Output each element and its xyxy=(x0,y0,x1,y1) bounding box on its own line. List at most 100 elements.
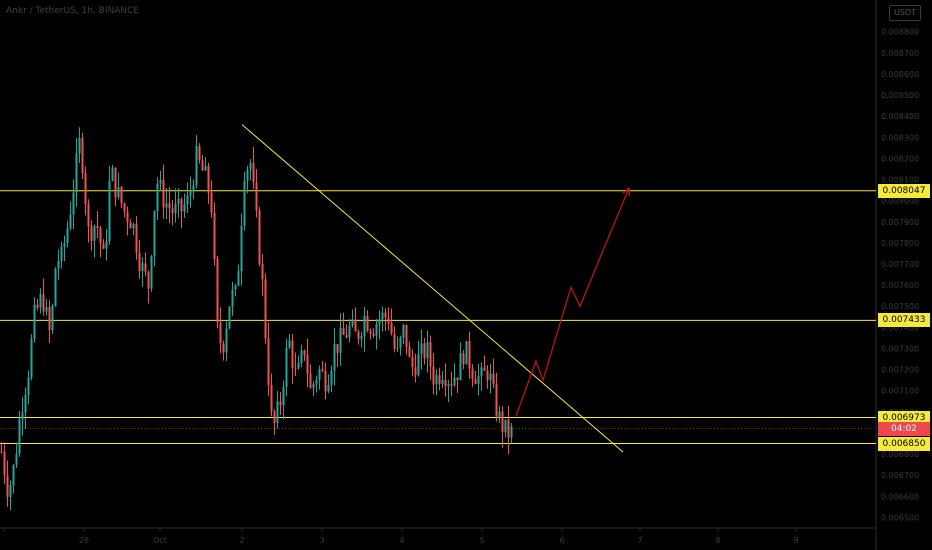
candle-body xyxy=(321,369,324,371)
horizontal-levels xyxy=(0,190,876,445)
drawing-tools xyxy=(241,124,631,453)
candle-body xyxy=(201,160,204,171)
candle-body xyxy=(345,334,348,338)
candle-body xyxy=(402,324,405,338)
candle-body xyxy=(27,377,30,396)
candle-body xyxy=(474,379,477,384)
candle-body xyxy=(45,307,48,312)
candle-body xyxy=(270,385,273,412)
candle-body xyxy=(306,354,309,374)
projection-path xyxy=(515,187,630,417)
level-price-tag: 0.006850 xyxy=(878,436,930,451)
candle-body xyxy=(96,225,99,229)
candle-body xyxy=(351,319,354,326)
countdown-tag: 04:02 xyxy=(878,421,930,436)
x-tick-label: 7 xyxy=(637,536,642,545)
candle-body xyxy=(126,211,129,222)
candle-body xyxy=(423,343,426,358)
candle-body xyxy=(327,384,330,392)
candle-body xyxy=(372,333,375,336)
candle-body xyxy=(510,426,513,438)
candle-body xyxy=(42,294,45,312)
candle-body xyxy=(171,208,174,214)
candle-body xyxy=(495,384,498,417)
candle-body xyxy=(507,419,510,438)
candle-body xyxy=(12,465,15,486)
chart-title: Ankr / TetherUS, 1h, BINANCE xyxy=(6,6,140,16)
candle-body xyxy=(69,214,72,229)
y-tick-label: 0.007300 xyxy=(881,344,919,353)
currency-badge[interactable]: USDT xyxy=(889,5,921,21)
candle-body xyxy=(156,183,159,211)
candle-body xyxy=(216,258,219,323)
candle-body xyxy=(261,263,264,280)
candle-body xyxy=(339,328,342,353)
candle-body xyxy=(78,138,81,154)
candlestick-series xyxy=(0,127,513,511)
candle-body xyxy=(483,367,486,371)
candle-body xyxy=(315,379,318,384)
y-tick-label: 0.007600 xyxy=(881,281,919,290)
candle-body xyxy=(228,306,231,329)
candle-body xyxy=(246,169,249,181)
candle-body xyxy=(363,315,366,336)
candle-body xyxy=(240,225,243,272)
level-price-tag: 0.006973 xyxy=(878,410,930,425)
candle-body xyxy=(66,228,69,243)
y-tick-label: 0.008500 xyxy=(881,91,919,100)
candle-body xyxy=(387,317,390,323)
candle-body xyxy=(144,263,147,272)
candle-body xyxy=(330,370,333,385)
x-tick-label: 6 xyxy=(559,536,564,545)
candle-body xyxy=(222,343,225,353)
candle-body xyxy=(471,368,474,380)
candle-body xyxy=(462,353,465,365)
candle-body xyxy=(81,138,84,174)
candle-body xyxy=(258,210,261,264)
candle-body xyxy=(3,451,6,476)
candle-body xyxy=(165,203,168,208)
candle-body xyxy=(276,401,279,423)
candle-body xyxy=(18,419,21,454)
candle-body xyxy=(486,370,489,381)
candle-body xyxy=(426,342,429,358)
candle-body xyxy=(198,145,201,161)
candle-body xyxy=(408,346,411,357)
projection-arrowhead xyxy=(622,186,631,196)
y-tick-label: 0.006800 xyxy=(881,450,919,459)
candle-body xyxy=(396,347,399,349)
candle-body xyxy=(405,324,408,347)
candle-body xyxy=(459,353,462,381)
candle-body xyxy=(309,373,312,388)
candle-body xyxy=(114,167,117,198)
level-price-tag: 0.008047 xyxy=(878,183,930,198)
y-tick-label: 0.008600 xyxy=(881,70,919,79)
x-tick-label: 9 xyxy=(793,536,798,545)
candle-body xyxy=(186,195,189,205)
candle-body xyxy=(123,203,126,212)
candle-body xyxy=(207,165,210,193)
x-tick-label: 8 xyxy=(715,536,720,545)
candle-body xyxy=(318,369,321,380)
candle-body xyxy=(273,411,276,423)
y-tick-label: 0.007200 xyxy=(881,366,919,375)
candle-body xyxy=(195,145,198,186)
candle-body xyxy=(159,179,162,184)
candle-body xyxy=(15,453,18,466)
candle-body xyxy=(132,223,135,229)
candle-body xyxy=(498,411,501,417)
candle-body xyxy=(213,212,216,259)
candle-body xyxy=(249,162,252,170)
candle-body xyxy=(456,377,459,381)
candle-body xyxy=(93,225,96,241)
candle-body xyxy=(354,319,357,332)
candle-body xyxy=(411,356,414,368)
candle-body xyxy=(60,247,63,261)
candle-body xyxy=(267,338,270,386)
candle-body xyxy=(111,167,114,181)
x-tick-label: 5 xyxy=(479,536,484,545)
y-tick-label: 0.007800 xyxy=(881,239,919,248)
candle-body xyxy=(135,223,138,253)
y-tick-label: 0.008000 xyxy=(881,197,919,206)
